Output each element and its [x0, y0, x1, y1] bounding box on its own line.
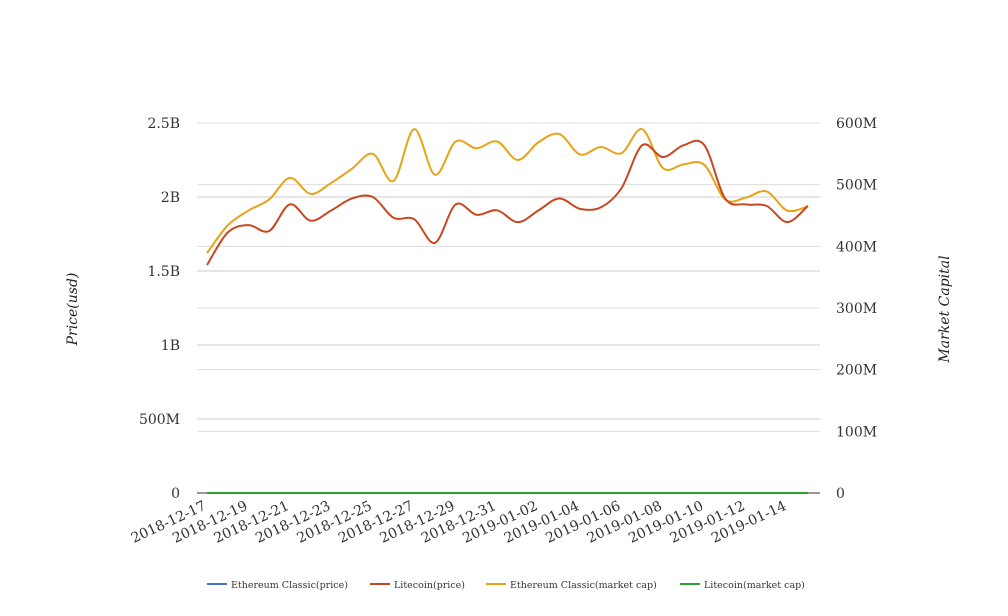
legend: Ethereum Classic(price) Litecoin(price) Et… — [207, 580, 805, 591]
legend-label-0: Ethereum Classic(price) — [231, 580, 348, 591]
y-left-tick-label: 0 — [171, 486, 180, 502]
y-right-tick-label: 200M — [836, 363, 877, 379]
y-right-tick-label: 400M — [836, 239, 877, 255]
left-axis-ticks: 0 500M 1B 1.5B 2B 2.5B — [139, 116, 180, 502]
y-right-tick-label: 600M — [836, 116, 877, 132]
y-left-tick-label: 1B — [161, 338, 180, 354]
y-right-tick-label: 100M — [836, 424, 877, 440]
y-right-tick-label: 0 — [836, 486, 845, 502]
legend-label-1: Litecoin(price) — [394, 580, 465, 591]
y-left-tick-label: 2B — [161, 190, 180, 206]
legend-label-3: Litecoin(market cap) — [704, 580, 805, 591]
y-left-tick-label: 2.5B — [147, 116, 180, 132]
y-left-tick-label: 500M — [139, 412, 180, 428]
series-lines — [206, 128, 809, 495]
y-right-tick-label: 500M — [836, 178, 877, 194]
legend-label-2: Ethereum Classic(market cap) — [510, 580, 657, 591]
series-line-2 — [206, 128, 809, 254]
y-left-axis-title: Price(usd) — [65, 273, 81, 347]
y-right-axis-title: Market Capital — [937, 255, 953, 363]
x-axis-ticks: 2018-12-172018-12-192018-12-212018-12-23… — [129, 498, 789, 547]
right-axis-ticks: 0 100M 200M 300M 400M 500M 600M — [836, 116, 877, 502]
series-line-1 — [206, 139, 809, 266]
y-right-tick-label: 300M — [836, 301, 877, 317]
y-left-tick-label: 1.5B — [147, 264, 180, 280]
